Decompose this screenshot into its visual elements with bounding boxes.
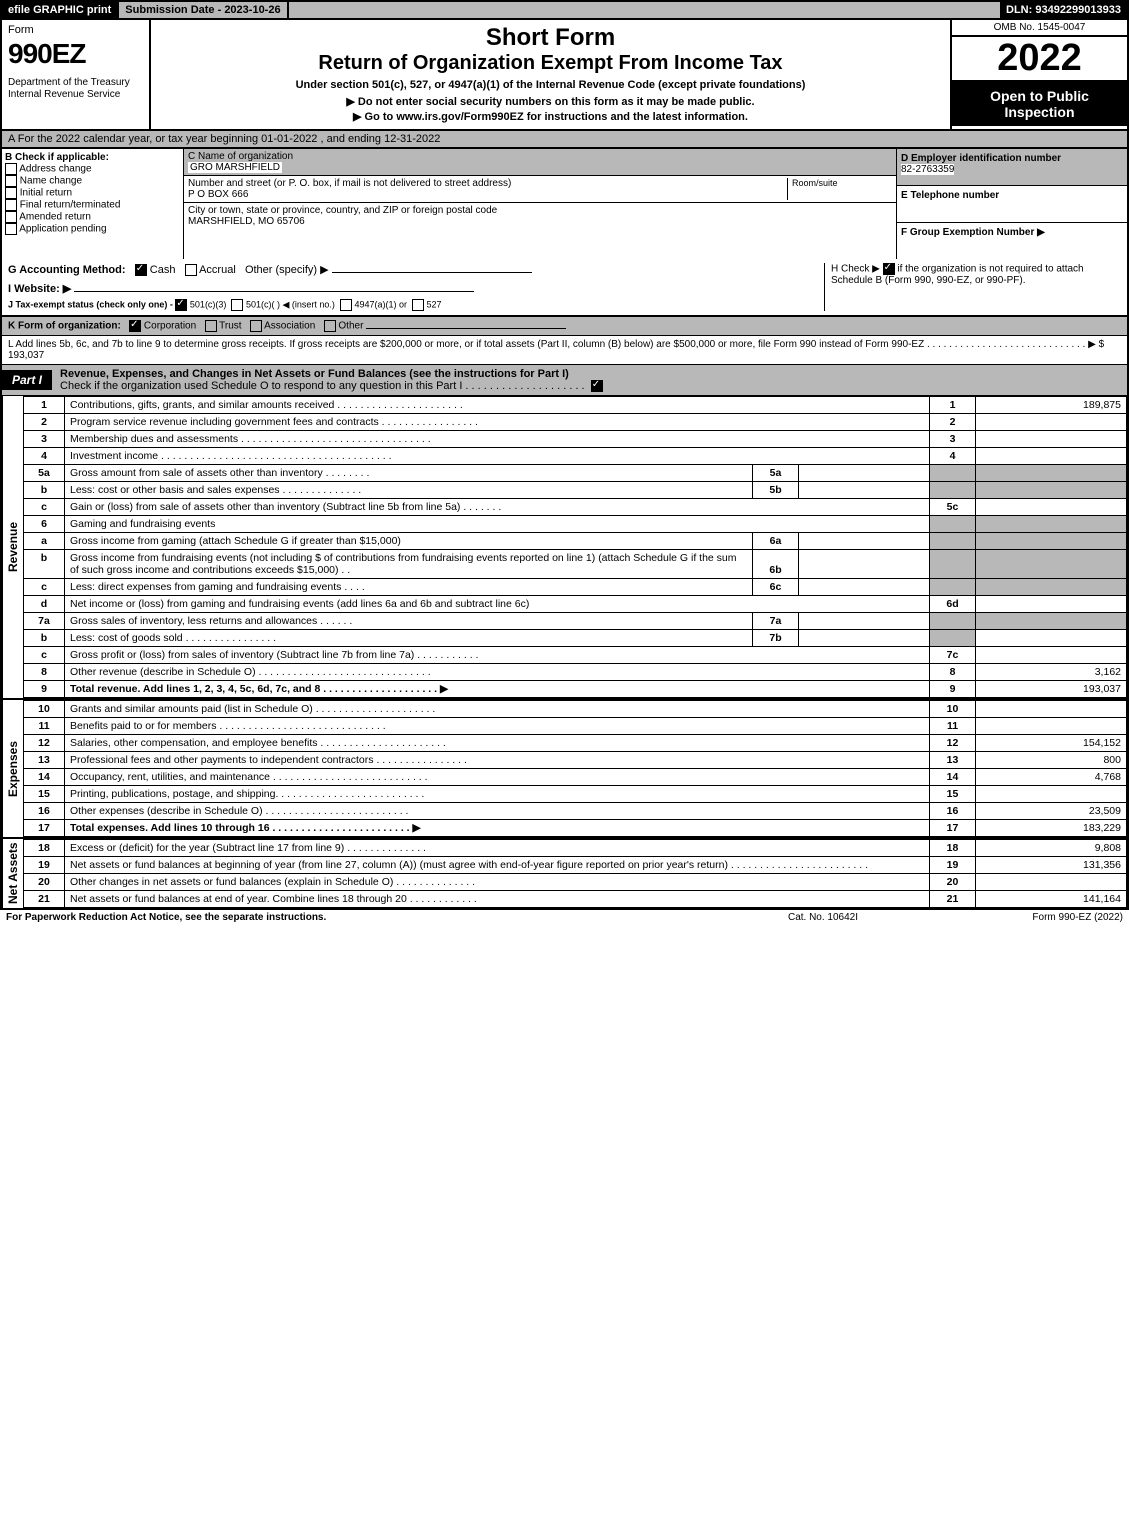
dept-label: Department of the Treasury Internal Reve… (8, 77, 143, 101)
checkbox-pending[interactable] (5, 223, 17, 235)
open-to-public: Open to Public Inspection (952, 82, 1127, 126)
website-line (74, 291, 474, 292)
side-netassets: Net Assets (2, 839, 23, 908)
form-number: 990EZ (8, 37, 143, 71)
street-label: Number and street (or P. O. box, if mail… (188, 178, 511, 189)
checkbox-corp[interactable] (129, 320, 141, 332)
side-expenses: Expenses (2, 700, 23, 837)
expenses-section: Expenses 10Grants and similar amounts pa… (0, 700, 1129, 839)
submission-date: Submission Date - 2023-10-26 (117, 2, 288, 18)
expenses-table: 10Grants and similar amounts paid (list … (23, 700, 1127, 837)
h-label: H Check ▶ (831, 264, 880, 275)
checkbox-cash[interactable] (135, 264, 147, 276)
checkbox-assoc[interactable] (250, 320, 262, 332)
checkbox-501c3[interactable] (175, 299, 187, 311)
goto-link: ▶ Go to www.irs.gov/Form990EZ for instru… (155, 110, 946, 123)
checkbox-final[interactable] (5, 199, 17, 211)
col-b-header: B Check if applicable: (5, 152, 109, 163)
dln-label: DLN: 93492299013933 (1000, 2, 1127, 18)
k-label: K Form of organization: (8, 321, 121, 332)
checkbox-trust[interactable] (205, 320, 217, 332)
under-section: Under section 501(c), 527, or 4947(a)(1)… (155, 79, 946, 91)
header-left: Form 990EZ Department of the Treasury In… (2, 20, 151, 129)
e-label: E Telephone number (901, 190, 999, 201)
checkbox-initial[interactable] (5, 187, 17, 199)
f-label: F Group Exemption Number ▶ (901, 227, 1045, 238)
revenue-section: Revenue 1Contributions, gifts, grants, a… (0, 396, 1129, 700)
tax-year: 2022 (952, 37, 1127, 82)
city-label: City or town, state or province, country… (188, 205, 497, 216)
bcde-block: B Check if applicable: Address change Na… (0, 149, 1129, 259)
city-val: MARSHFIELD, MO 65706 (188, 216, 305, 227)
footer-form: Form 990-EZ (2022) (923, 912, 1123, 923)
other-specify-line (332, 272, 532, 273)
section-a: A For the 2022 calendar year, or tax yea… (0, 131, 1129, 149)
checkbox-sched-o[interactable] (591, 380, 603, 392)
part-i-label: Part I (2, 370, 52, 390)
row-l: L Add lines 5b, 6c, and 7b to line 9 to … (0, 336, 1129, 365)
part-i-title: Revenue, Expenses, and Changes in Net As… (60, 368, 569, 380)
netassets-table: 18Excess or (deficit) for the year (Subt… (23, 839, 1127, 908)
footer: For Paperwork Reduction Act Notice, see … (0, 910, 1129, 925)
netassets-section: Net Assets 18Excess or (deficit) for the… (0, 839, 1129, 910)
d-label: D Employer identification number (901, 153, 1061, 164)
part-i-header: Part I Revenue, Expenses, and Changes in… (0, 365, 1129, 396)
checkbox-4947[interactable] (340, 299, 352, 311)
i-label: I Website: ▶ (8, 283, 71, 295)
checkbox-527[interactable] (412, 299, 424, 311)
col-def: D Employer identification number 82-2763… (897, 149, 1127, 259)
header-block: Form 990EZ Department of the Treasury In… (0, 18, 1129, 131)
short-form-title: Short Form (155, 24, 946, 52)
header-right: OMB No. 1545-0047 2022 Open to Public In… (950, 20, 1127, 129)
checkbox-amended[interactable] (5, 211, 17, 223)
row-k: K Form of organization: Corporation Trus… (0, 317, 1129, 336)
j-label: J Tax-exempt status (check only one) - (8, 299, 173, 309)
col-b: B Check if applicable: Address change Na… (2, 149, 184, 259)
checkbox-name-change[interactable] (5, 175, 17, 187)
checkbox-h[interactable] (883, 263, 895, 275)
revenue-table: 1Contributions, gifts, grants, and simil… (23, 396, 1127, 698)
org-name: GRO MARSHFIELD (188, 162, 282, 173)
checkbox-accrual[interactable] (185, 264, 197, 276)
street-val: P O BOX 666 (188, 189, 248, 200)
c-label: C Name of organization (188, 151, 293, 162)
col-c: C Name of organization GRO MARSHFIELD Nu… (184, 149, 897, 259)
header-mid: Short Form Return of Organization Exempt… (151, 20, 950, 129)
ein-value: 82-2763359 (901, 164, 954, 175)
top-bar: efile GRAPHIC print Submission Date - 20… (0, 0, 1129, 18)
footer-left: For Paperwork Reduction Act Notice, see … (6, 912, 723, 923)
checkbox-501c[interactable] (231, 299, 243, 311)
efile-label: efile GRAPHIC print (2, 2, 117, 18)
part-i-check: Check if the organization used Schedule … (60, 380, 585, 392)
side-revenue: Revenue (2, 396, 23, 698)
omb-number: OMB No. 1545-0047 (952, 20, 1127, 37)
checkbox-other-org[interactable] (324, 320, 336, 332)
checkbox-addr-change[interactable] (5, 163, 17, 175)
row-g-h: G Accounting Method: Cash Accrual Other … (0, 259, 1129, 317)
ssn-warning: ▶ Do not enter social security numbers o… (155, 95, 946, 108)
return-title: Return of Organization Exempt From Incom… (155, 52, 946, 75)
form-word: Form (8, 24, 143, 37)
g-label: G Accounting Method: (8, 264, 126, 276)
room-label: Room/suite (787, 178, 892, 200)
footer-cat: Cat. No. 10642I (723, 912, 923, 923)
